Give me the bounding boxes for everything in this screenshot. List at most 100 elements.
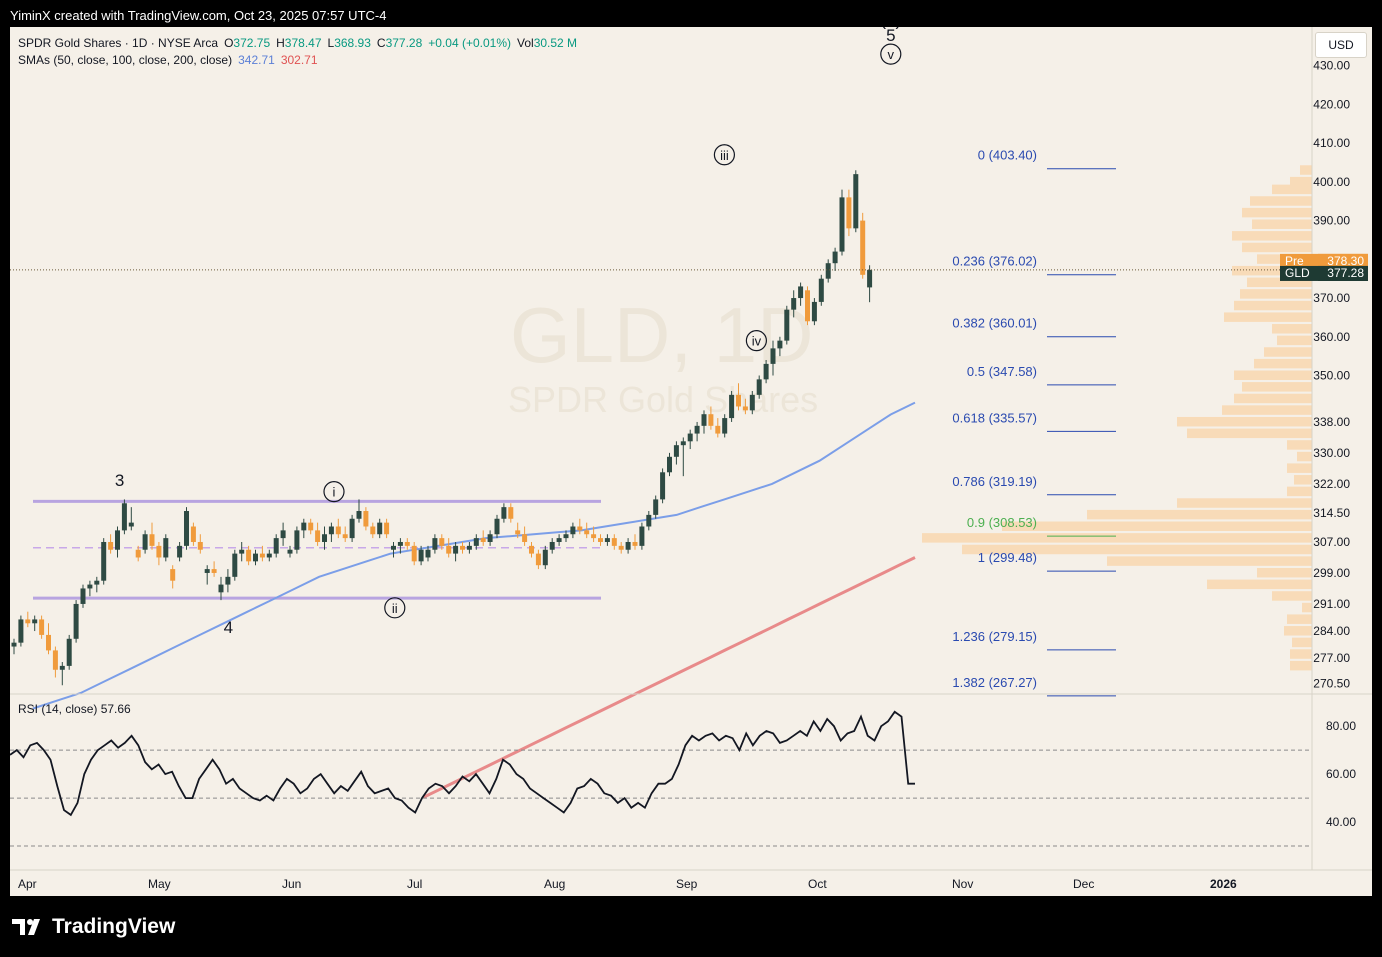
- time-tick-label: Jun: [282, 877, 301, 891]
- candle-body: [266, 553, 272, 558]
- volume-profile-bar: [1087, 509, 1312, 520]
- wave-label: i: [333, 485, 336, 500]
- candle-body: [52, 650, 58, 670]
- volume-label: Vol30.52 M: [517, 36, 578, 50]
- candle-body: [170, 569, 176, 581]
- sma200-line: [422, 556, 916, 799]
- price-tick-label: 277.00: [1313, 651, 1350, 665]
- price-axis: 430.00 420.00 410.00 400.00 390.00 370.00 360.…: [1313, 59, 1350, 691]
- candle-body: [80, 588, 86, 604]
- volume-profile-bar: [1287, 614, 1312, 624]
- candle-body: [211, 569, 217, 573]
- volume-profile-bar: [1272, 591, 1312, 601]
- candle-body: [197, 541, 203, 550]
- candle-body: [736, 394, 741, 407]
- sma200-value: 302.71: [280, 53, 318, 67]
- pre-price-tag-label: Pre: [1285, 254, 1304, 268]
- fib-label: 0.786 (319.19): [952, 474, 1037, 489]
- time-tick-label: Aug: [544, 877, 565, 891]
- volume-profile-bar: [1257, 567, 1312, 578]
- volume-profile-bar: [1290, 176, 1312, 187]
- candle-body: [73, 603, 79, 639]
- candle-body: [494, 518, 500, 535]
- brand-name: TradingView: [52, 915, 176, 938]
- candle-body: [11, 642, 17, 647]
- candle-body: [315, 530, 321, 542]
- time-tick-label: Apr: [18, 877, 37, 891]
- tradingview-logo[interactable]: TradingView: [12, 914, 175, 940]
- candle-body: [239, 549, 245, 554]
- candle-body: [591, 534, 597, 539]
- time-tick-label: Jul: [407, 877, 422, 891]
- watermark-name: SPDR Gold Shares: [508, 379, 818, 420]
- last-price-tag-value-box: [1318, 265, 1368, 281]
- time-axis: Apr May Jun Jul Aug Sep Oct Nov Dec 2026: [18, 877, 1237, 891]
- candle-body: [515, 530, 521, 535]
- wave-circle: [323, 481, 345, 503]
- price-tick-label: 314.50: [1313, 506, 1350, 520]
- high-value: 378.47: [284, 36, 322, 50]
- price-tick-label: 284.00: [1313, 624, 1350, 638]
- wave-label: ii: [392, 601, 398, 616]
- volume-profile-bar: [1234, 393, 1312, 404]
- candle-body: [798, 286, 804, 299]
- candle-body: [418, 549, 424, 562]
- symbol-legend: SPDR Gold Shares · 1D · NYSE Arca O372.7…: [18, 35, 577, 69]
- wave-circle: [880, 43, 902, 65]
- candle-body: [577, 526, 583, 531]
- volume-value: 30.52 M: [533, 36, 578, 50]
- open-label: O372.75: [224, 36, 271, 50]
- candle-body: [232, 553, 238, 577]
- candle-body: [522, 534, 528, 542]
- wave-label: 4: [224, 618, 233, 637]
- volume-profile-bar: [1297, 451, 1312, 462]
- candle-body: [825, 263, 831, 279]
- volume-profile-bar: [1232, 231, 1312, 241]
- symbol-name: SPDR Gold Shares · 1D · NYSE Arca: [18, 36, 219, 50]
- candle-body: [667, 456, 672, 473]
- candle-body: [391, 545, 396, 550]
- candle-body: [115, 530, 120, 550]
- fib-label: 0.618 (335.57): [952, 410, 1037, 425]
- candle-body: [59, 665, 65, 670]
- candle-body: [632, 541, 638, 546]
- volume-profile-bar: [1250, 196, 1312, 206]
- candle-body: [708, 414, 714, 426]
- currency-button[interactable]: USD: [1315, 32, 1367, 58]
- candle-body: [163, 538, 169, 558]
- wave-label: v: [888, 47, 895, 62]
- candle-body: [653, 499, 659, 515]
- candle-body: [253, 553, 258, 562]
- volume-profile-bar: [1294, 475, 1312, 485]
- candle-body: [660, 472, 666, 500]
- candle-body: [342, 534, 348, 539]
- volume-profile-bar: [1222, 405, 1312, 415]
- chart-frame[interactable]: GLD, 1D SPDR Gold Shares 0 (403.40) 0.236 (…: [10, 27, 1372, 896]
- price-tick-label: 330.00: [1313, 446, 1350, 460]
- fib-label: 1.382 (267.27): [952, 675, 1037, 690]
- volume-profile-bar: [1272, 324, 1312, 334]
- candle-body: [121, 503, 127, 531]
- candle-body: [625, 541, 631, 550]
- candle-body: [404, 541, 410, 546]
- volume-profile-bar: [1187, 428, 1312, 439]
- candle-body: [715, 425, 721, 434]
- volume-profile-bar: [1287, 440, 1312, 450]
- candle-body: [563, 534, 569, 539]
- wave-label: 5: [886, 27, 895, 45]
- volume-profile-bar: [1107, 556, 1312, 566]
- rsi-label: RSI (14, close): [18, 702, 98, 716]
- low-label: L368.93: [327, 36, 371, 50]
- candle-body: [611, 538, 617, 546]
- fib-levels: 0 (403.40) 0.236 (376.02) 0.382 (360.01) 0.…: [952, 148, 1116, 697]
- candle-body: [177, 545, 183, 558]
- volume-profile-bar: [1232, 265, 1312, 276]
- candle-body: [370, 526, 376, 535]
- candle-body: [349, 518, 355, 539]
- candle-body: [287, 549, 293, 554]
- volume-profile: [922, 165, 1312, 671]
- wave-label: iv: [752, 334, 762, 349]
- candle-body: [46, 634, 51, 651]
- sma-row: SMAs (50, close, 100, close, 200, close)…: [18, 52, 577, 69]
